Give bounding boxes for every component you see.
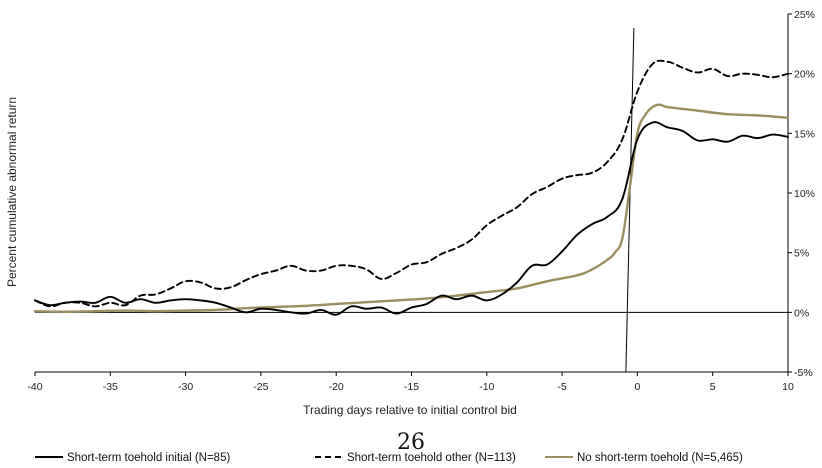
series-line-2 — [34, 59, 789, 308]
x-tick-label: 5 — [710, 381, 716, 393]
page-number: 26 — [397, 430, 425, 455]
x-tick-label: -10 — [479, 381, 494, 393]
legend-label-1: Short-term toehold initial (N=85) — [67, 452, 230, 464]
y-tick-label: 15% — [794, 128, 815, 140]
event-line — [625, 27, 635, 373]
y-tick-label: 0% — [794, 307, 809, 319]
y-tick-label: 25% — [794, 9, 815, 21]
y-tick-label: 20% — [794, 69, 815, 81]
x-tick-label: -20 — [329, 381, 344, 393]
series-line-3 — [33, 103, 790, 313]
x-tick-label: 0 — [634, 381, 640, 393]
x-tick-label: -5 — [557, 381, 566, 393]
x-tick-label: -15 — [404, 381, 419, 393]
x-tick-label: -25 — [253, 381, 268, 393]
y-tick-label: 10% — [794, 188, 815, 200]
y-tick-label: 5% — [794, 248, 809, 260]
x-tick-label: -40 — [27, 381, 42, 393]
legend: Short-term toehold initial (N=85) Short-t… — [35, 452, 743, 464]
y-tick-label: -5% — [794, 367, 813, 379]
legend-label-2: Short-term toehold other (N=113) — [347, 452, 516, 464]
x-tick-label: -35 — [103, 381, 118, 393]
series-line-1 — [34, 121, 789, 316]
series-layer — [33, 59, 790, 316]
x-tick-label: -30 — [178, 381, 193, 393]
x-tick-label: 10 — [782, 381, 794, 393]
axes: -40 -35 -30 -25 -20 -15 -10 -5 0 5 10-5% 0% 5% 10% 15%… — [27, 9, 815, 393]
legend-label-3: No short-term toehold (N=5,465) — [577, 452, 743, 464]
y-axis-title: Percent cumulative abnormal return — [5, 97, 19, 287]
x-axis-title: Trading days relative to initial control… — [303, 403, 517, 417]
